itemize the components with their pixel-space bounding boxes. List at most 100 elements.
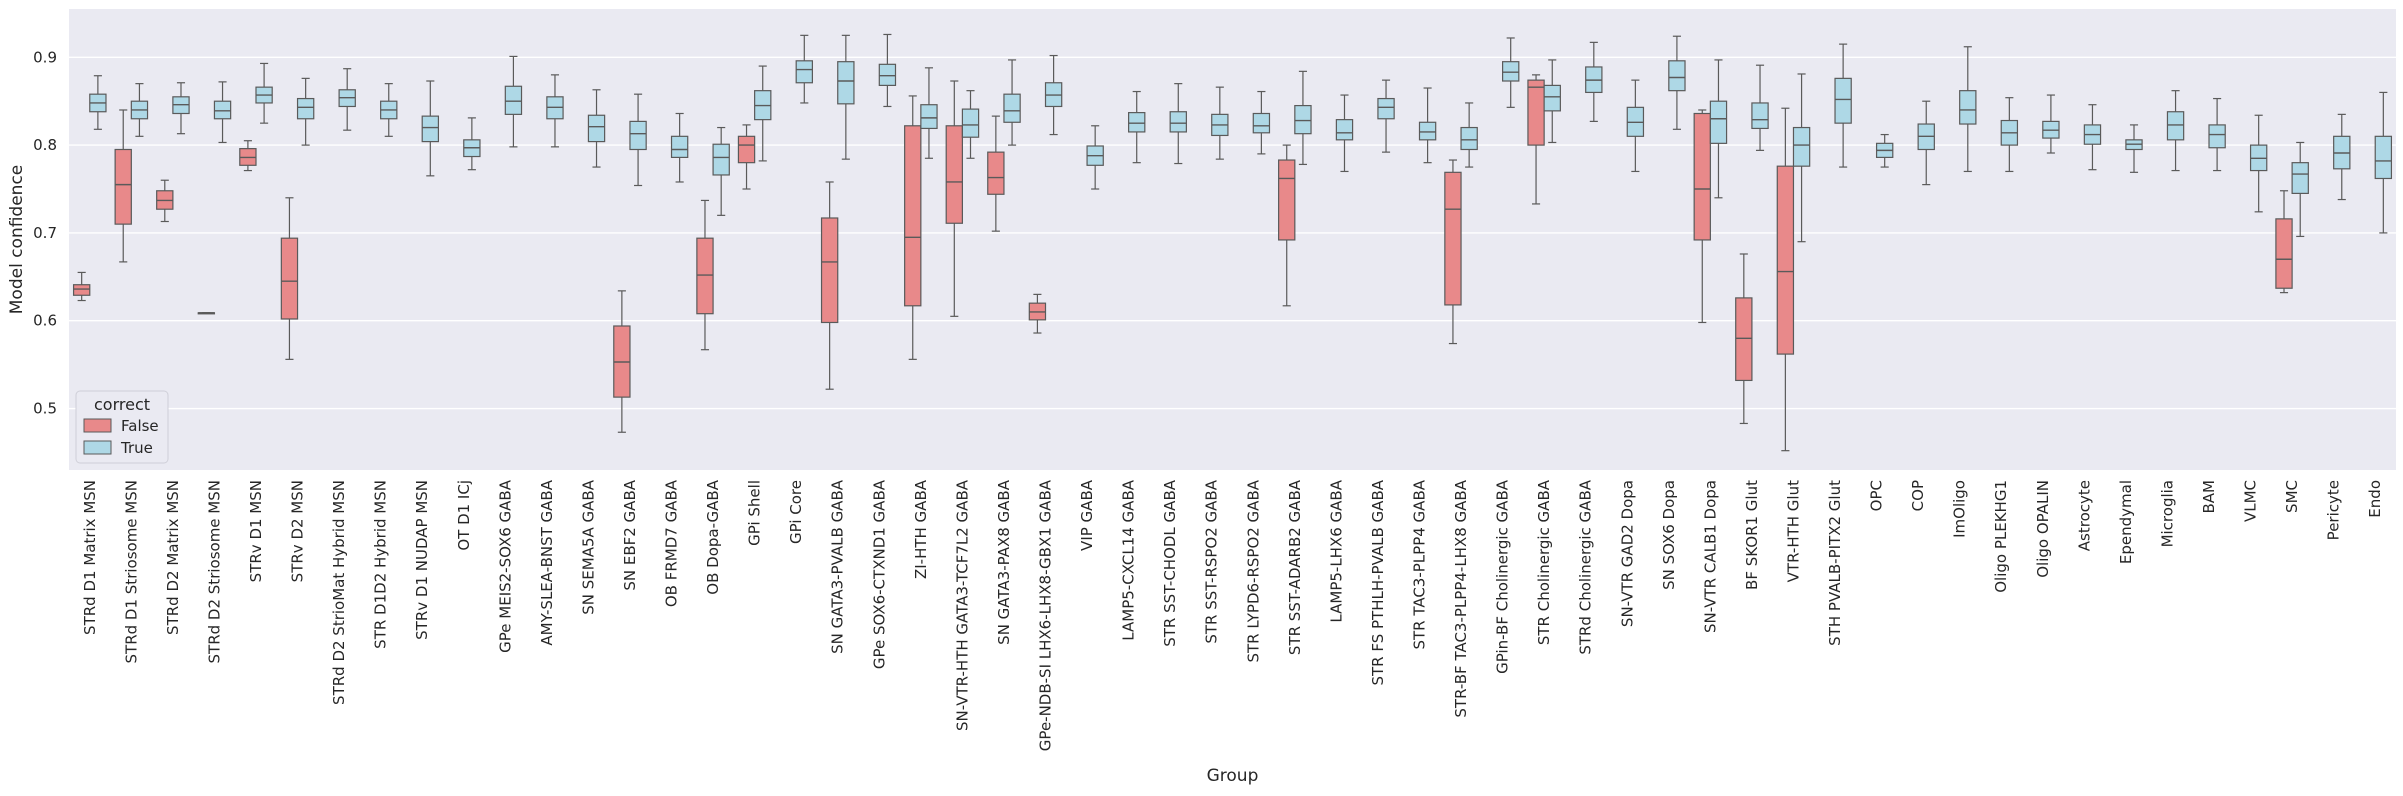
box-false [1776,107,1795,452]
x-tick-label: Oligo OPALIN [2034,480,2052,578]
x-tick-label: STRd D1 Striosome MSN [122,480,140,663]
box-iqr [587,114,606,143]
box-iqr [795,60,813,84]
box-false [72,271,91,302]
box-false [1735,253,1753,425]
x-tick-label: STRd D2 StrioMat Hybrid MSN [330,480,348,705]
box-false [820,181,839,390]
box-true [1792,73,1811,243]
box-iqr [1335,119,1354,141]
box-true [213,81,232,144]
legend: correct False True [75,390,169,464]
box-true [878,33,897,108]
x-axis-label: Group [1207,766,1259,786]
box-iqr [296,97,315,120]
x-tick-label: VIP GABA [1078,479,1096,551]
x-tick-label: Pericyte [2325,480,2343,540]
x-tick-label: Endo [2366,480,2384,518]
box-iqr [837,61,855,105]
box-iqr [280,237,299,320]
box-true [421,80,440,177]
box-true [1501,37,1520,108]
box-true [172,82,190,135]
box-iqr [1751,102,1769,130]
box-false [1278,144,1296,307]
box-false [1527,74,1545,205]
box-iqr [737,135,756,164]
box-false [197,312,216,315]
box-true [1335,94,1354,173]
box-iqr [1294,104,1312,135]
box-true [504,55,523,148]
box-iqr [1735,297,1753,382]
x-tick-label: LAMP5-LHX6 GABA [1327,479,1345,622]
box-true [1044,54,1063,136]
x-tick-label: AMY-SLEA-BNST GABA [538,479,556,645]
box-iqr [920,104,938,130]
x-tick-label: STR TAC3-PLPP4 GABA [1410,479,1428,649]
box-iqr [2166,111,2185,141]
x-tick-label: STR D1D2 Hybrid MSN [372,480,390,649]
x-tick-label: STRd D2 Matrix MSN [164,480,182,635]
box-iqr [2291,162,2309,195]
box-iqr [945,125,964,224]
x-tick-label: ImOligo [1951,480,1969,538]
legend-title: correct [94,395,150,414]
x-tick-label: BF SKOR1 Glut [1743,480,1761,590]
box-iqr [2374,135,2393,180]
box-iqr [987,151,1005,195]
box-true [255,62,273,124]
box-true [380,83,398,137]
x-tick-label: SN-VTR GAD2 Dopa [1618,480,1636,627]
box-iqr [1543,84,1561,112]
box-true [2249,114,2268,213]
box-true [1418,87,1437,164]
x-tick-label: SN GATA3-PVALB GABA [829,479,847,654]
box-true [1543,59,1561,144]
box-iqr [1709,100,1728,144]
legend-swatch-true [83,440,112,455]
x-tick-label: STRv D1 NUDAP MSN [413,480,431,640]
box-false [613,290,631,433]
x-tick-label: OPC [1868,480,1886,511]
box-iqr [2208,124,2226,149]
x-tick-label: GPi Core [787,480,805,544]
box-iqr [1169,111,1187,133]
box-false [696,199,714,351]
box-true [1875,133,1894,168]
y-tick-label: 0.5 [33,400,57,418]
x-tick-label: Ependymal [2117,480,2135,564]
box-iqr [504,85,523,115]
box-true [1211,86,1229,160]
box-true [837,34,855,160]
box-true [1377,79,1395,153]
x-tick-label: STR SST-RSPO2 GABA [1203,479,1221,643]
x-tick-label: VTR-HTH Glut [1784,480,1802,582]
box-iqr [712,143,730,176]
box-true [463,117,481,171]
box-true [795,34,813,104]
box-iqr [72,284,91,296]
box-true [754,65,772,162]
x-tick-label: SN-VTR-HTH GATA3-TCF7L2 GABA [953,479,971,731]
box-iqr [2275,218,2293,289]
box-true [89,75,107,130]
x-tick-label: GPe-NDB-SI LHX6-LHX8-GBX1 GABA [1037,479,1055,751]
box-true [1959,46,1977,173]
box-iqr [421,115,440,143]
box-iqr [1460,126,1478,151]
box-false [737,124,756,190]
box-true [629,93,647,187]
box-iqr [1693,112,1711,241]
box-false [904,95,922,360]
x-tick-label: STR FS PTHLH-PVALB GABA [1369,479,1387,685]
x-tick-label: GPi Shell [746,480,764,546]
box-true [2291,141,2309,238]
box-iqr [961,108,980,138]
y-tick-label: 0.9 [33,48,57,66]
x-tick-label: Oligo PLEKHG1 [1992,480,2010,593]
x-tick-label: STH PVALB-PITX2 Glut [1826,480,1844,646]
box-false [156,179,174,223]
x-tick-label: SN GATA3-PAX8 GABA [995,479,1013,645]
